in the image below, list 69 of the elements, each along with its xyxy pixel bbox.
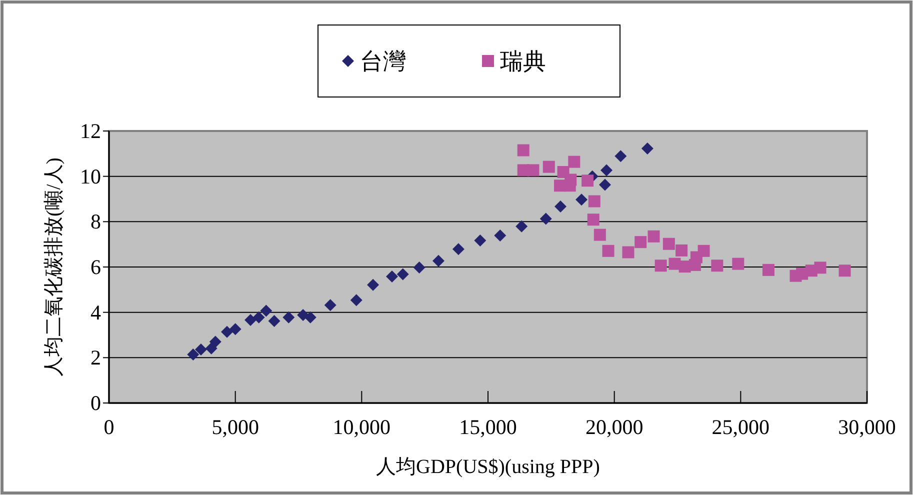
point (350, 294, 362, 306)
point (676, 244, 688, 256)
point (268, 314, 280, 327)
y-axis-title: 人均二氧化碳排放(噸/人) (43, 158, 65, 376)
point (209, 336, 222, 348)
point (711, 260, 724, 272)
point (324, 299, 336, 312)
point (304, 311, 316, 324)
point (527, 164, 540, 176)
y-tick-label: 6 (90, 255, 101, 279)
point (698, 244, 710, 257)
point (654, 260, 667, 272)
point (367, 278, 380, 291)
point (252, 311, 265, 324)
point (474, 234, 486, 246)
point (762, 264, 774, 276)
legend-label: 瑞典 (500, 49, 546, 74)
point (205, 342, 218, 354)
point (582, 174, 594, 187)
point (634, 236, 647, 248)
point (516, 220, 528, 232)
point (594, 228, 606, 241)
point (568, 156, 580, 168)
point (554, 200, 567, 212)
y-tick-label: 8 (90, 210, 101, 234)
point (494, 229, 506, 242)
point (244, 314, 256, 326)
x-tick-label: 5,000 (212, 415, 259, 439)
point (814, 262, 826, 274)
point (187, 348, 200, 360)
y-tick-label: 2 (90, 346, 101, 370)
x-tick-label: 25,000 (712, 415, 770, 439)
point (622, 246, 634, 258)
point (282, 311, 295, 324)
point (602, 244, 614, 257)
point (260, 304, 272, 317)
point (614, 150, 627, 162)
point (386, 270, 398, 283)
point (668, 258, 681, 270)
point (220, 326, 233, 338)
point (662, 238, 675, 250)
point (452, 243, 464, 256)
x-tick-label: 30,000 (838, 415, 896, 439)
point (575, 194, 588, 206)
point (598, 178, 611, 191)
point (229, 323, 242, 336)
y-tick-label: 10 (80, 164, 101, 188)
y-tick-label: 12 (80, 119, 101, 143)
point (600, 164, 612, 176)
y-tick-label: 4 (90, 300, 102, 324)
point (587, 214, 600, 226)
point (194, 344, 207, 356)
point (838, 264, 851, 277)
point (432, 254, 444, 267)
point (396, 268, 409, 280)
point (542, 160, 555, 173)
point (517, 144, 530, 156)
y-tick-label: 0 (90, 391, 101, 415)
point (641, 142, 654, 154)
point (540, 212, 552, 225)
x-tick-label: 15,000 (459, 415, 517, 439)
point (732, 258, 744, 270)
point (413, 261, 426, 274)
x-axis-title: 人均GDP(US$)(using PPP) (376, 456, 600, 478)
legend-label: 台灣 (360, 49, 406, 74)
x-tick-label: 20,000 (585, 415, 644, 439)
x-tick-label: 10,000 (332, 415, 391, 439)
point (588, 195, 600, 208)
point (648, 230, 660, 242)
